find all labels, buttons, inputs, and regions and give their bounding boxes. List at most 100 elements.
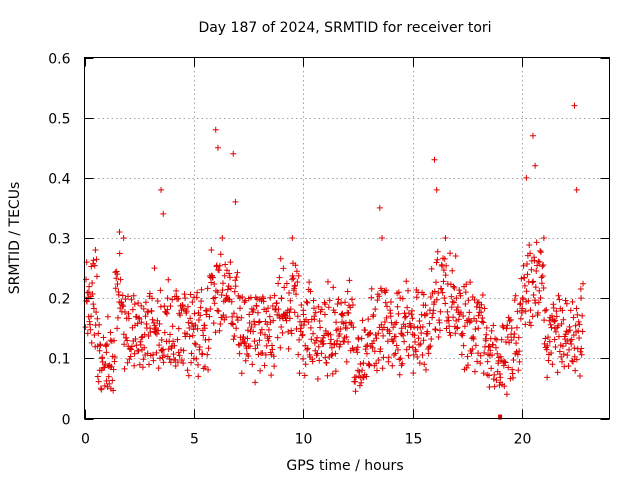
data-point xyxy=(405,352,412,359)
data-point xyxy=(468,318,475,325)
data-point xyxy=(130,292,137,299)
data-point xyxy=(254,309,261,316)
data-point xyxy=(460,313,467,320)
data-point xyxy=(551,325,558,332)
data-point xyxy=(186,333,193,340)
data-point xyxy=(96,367,103,374)
data-point xyxy=(204,285,211,292)
data-point xyxy=(191,340,198,347)
data-point xyxy=(189,332,196,339)
data-point xyxy=(312,309,319,316)
data-point xyxy=(422,366,429,373)
data-point xyxy=(160,210,167,217)
data-point xyxy=(249,361,256,368)
data-point xyxy=(486,343,493,350)
data-point xyxy=(493,377,500,384)
data-point xyxy=(464,362,471,369)
data-point xyxy=(260,298,267,305)
data-point xyxy=(184,367,191,374)
data-point xyxy=(238,314,245,321)
data-point xyxy=(514,351,521,358)
data-point xyxy=(332,350,339,357)
data-point xyxy=(544,374,551,381)
data-point xyxy=(256,318,263,325)
data-point xyxy=(433,279,440,286)
data-point xyxy=(178,357,185,364)
data-point xyxy=(234,269,241,276)
data-point xyxy=(555,322,562,329)
data-point xyxy=(429,314,436,321)
data-point xyxy=(524,271,531,278)
data-point xyxy=(472,342,479,349)
data-point xyxy=(317,324,324,331)
data-point xyxy=(198,286,205,293)
data-point xyxy=(212,294,219,301)
data-point xyxy=(310,330,317,337)
data-point xyxy=(392,333,399,340)
data-point xyxy=(564,352,571,359)
data-point xyxy=(393,319,400,326)
data-point xyxy=(84,330,91,337)
data-point xyxy=(156,342,163,349)
data-point xyxy=(538,274,545,281)
data-point xyxy=(296,370,303,377)
y-tick-label: 0.3 xyxy=(48,232,70,248)
data-point xyxy=(90,301,97,308)
data-point xyxy=(546,338,553,345)
data-point xyxy=(94,373,101,380)
data-point xyxy=(521,274,528,281)
data-point xyxy=(491,383,498,390)
data-point xyxy=(427,343,434,350)
data-point xyxy=(241,340,248,347)
data-point xyxy=(364,342,371,349)
x-tick-label: 5 xyxy=(190,432,199,448)
data-point xyxy=(275,306,282,313)
data-point xyxy=(480,319,487,326)
data-point xyxy=(95,330,102,337)
data-point xyxy=(96,347,103,354)
data-point xyxy=(335,296,342,303)
data-point xyxy=(324,330,331,337)
data-point xyxy=(156,320,163,327)
data-point xyxy=(112,285,119,292)
data-point xyxy=(145,308,152,315)
data-point xyxy=(93,256,100,263)
x-tick-label: 10 xyxy=(295,432,313,448)
data-point xyxy=(96,321,103,328)
data-point xyxy=(393,342,400,349)
data-point xyxy=(250,306,257,313)
data-point xyxy=(485,343,492,350)
data-point xyxy=(88,313,95,320)
data-point xyxy=(271,363,278,370)
data-point xyxy=(469,346,476,353)
data-point xyxy=(210,320,217,327)
data-point xyxy=(442,300,449,307)
data-point xyxy=(117,305,124,312)
data-point xyxy=(300,355,307,362)
data-point xyxy=(140,305,147,312)
data-point xyxy=(468,350,475,357)
data-point xyxy=(349,301,356,308)
data-point xyxy=(409,331,416,338)
data-point xyxy=(105,373,112,380)
data-point xyxy=(95,378,102,385)
data-point xyxy=(126,356,133,363)
data-point xyxy=(538,280,545,287)
data-point xyxy=(214,144,221,151)
data-point xyxy=(169,323,176,330)
data-point xyxy=(540,284,547,291)
data-point xyxy=(565,363,572,370)
data-point xyxy=(142,313,149,320)
data-point xyxy=(328,344,335,351)
data-point xyxy=(576,372,583,379)
data-point xyxy=(501,383,508,390)
data-point xyxy=(534,309,541,316)
data-point xyxy=(536,287,543,294)
data-point xyxy=(125,293,132,300)
data-point xyxy=(307,324,314,331)
data-point xyxy=(354,367,361,374)
data-point xyxy=(214,289,221,296)
data-point xyxy=(334,301,341,308)
data-point xyxy=(370,311,377,318)
data-point xyxy=(211,300,218,307)
